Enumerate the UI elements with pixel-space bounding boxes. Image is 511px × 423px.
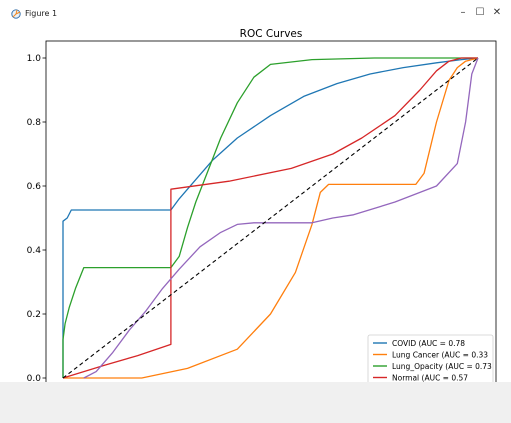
plot-frame bbox=[45, 40, 497, 382]
legend-label: Normal (AUC = 0.57 bbox=[392, 373, 468, 382]
y-tick-label: 0.4 bbox=[27, 246, 42, 256]
window-title: Figure 1 bbox=[25, 9, 58, 18]
chance-diagonal-line bbox=[62, 57, 479, 379]
y-tick-label: 0.2 bbox=[27, 310, 41, 320]
figure-bottom-strip bbox=[0, 382, 511, 423]
y-tick-label: 1.0 bbox=[27, 54, 42, 64]
series-line-2 bbox=[62, 57, 478, 378]
maximize-button[interactable]: ☐ bbox=[475, 7, 485, 18]
legend-label: COVID (AUC = 0.78 bbox=[392, 339, 465, 348]
roc-chart: ROC Curves0.00.20.40.60.81.00.00.20.40.6… bbox=[27, 28, 497, 382]
series-line-4 bbox=[83, 57, 479, 379]
y-tick-label: 0.6 bbox=[27, 182, 42, 192]
series-line-0 bbox=[62, 57, 479, 378]
legend-label: Lung_Opacity (AUC = 0.73 bbox=[392, 362, 492, 371]
series-line-3 bbox=[62, 57, 478, 379]
matplotlib-figure-icon bbox=[11, 9, 21, 19]
minimize-button[interactable]: – bbox=[460, 7, 466, 18]
y-tick-label: 0.0 bbox=[27, 374, 42, 382]
legend-label: Lung Cancer (AUC = 0.33 bbox=[392, 350, 488, 359]
series-line-1 bbox=[63, 57, 479, 379]
y-tick-label: 0.8 bbox=[27, 118, 42, 128]
chart-title: ROC Curves bbox=[240, 28, 303, 40]
close-button[interactable]: ✕ bbox=[492, 7, 502, 18]
window-title-bar: Figure 1 – ☐ ✕ bbox=[0, 0, 511, 26]
legend-box bbox=[367, 334, 494, 382]
